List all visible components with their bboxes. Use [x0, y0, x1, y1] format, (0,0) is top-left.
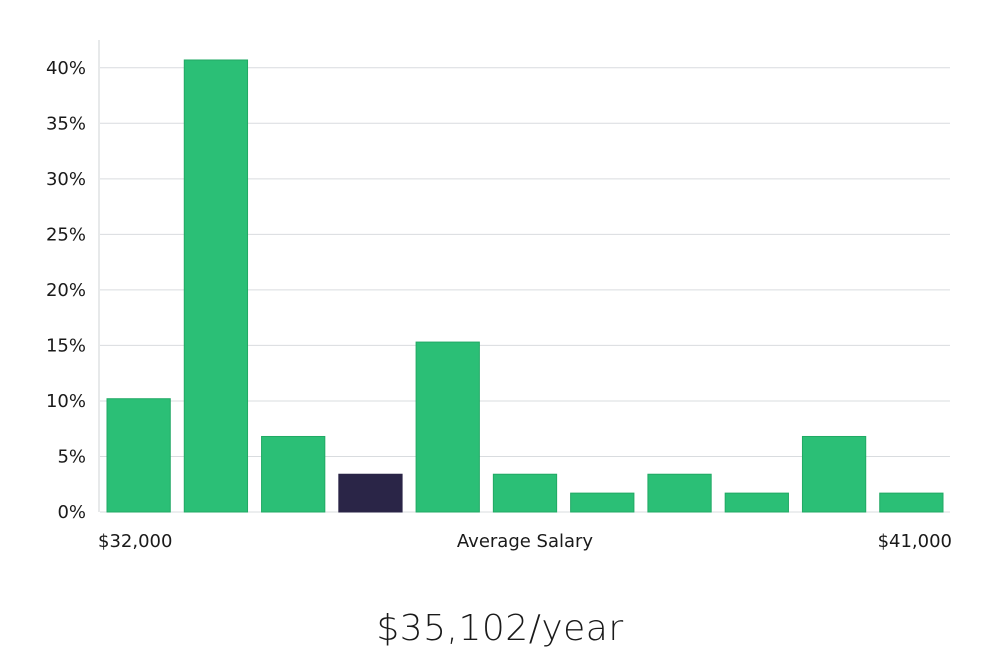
- average-salary-value: $35,102/year: [376, 608, 624, 649]
- x-end-label: $41,000: [878, 531, 952, 552]
- y-tick-label: 20%: [46, 280, 86, 301]
- y-tick-label: 25%: [46, 224, 86, 245]
- salary-histogram: 0% 5% 10% 15% 20% 25% 30% 35% 40% $32,000 Averag…: [46, 40, 952, 552]
- bar: [570, 492, 635, 513]
- y-tick-label: 0%: [57, 502, 86, 523]
- x-axis-title: Average Salary: [457, 531, 594, 552]
- bar: [415, 341, 480, 513]
- y-tick-label: 35%: [46, 113, 86, 134]
- bars: [106, 59, 944, 513]
- y-tick-label: 40%: [46, 58, 86, 79]
- bar: [724, 492, 789, 513]
- y-tick-label: 10%: [46, 391, 86, 412]
- bar: [801, 435, 867, 513]
- bar-highlighted: [338, 473, 403, 513]
- bar: [106, 398, 171, 513]
- bar: [183, 59, 249, 513]
- y-tick-labels: 0% 5% 10% 15% 20% 25% 30% 35% 40%: [46, 58, 86, 523]
- y-tick-label: 5%: [57, 446, 86, 467]
- y-tick-label: 15%: [46, 335, 86, 356]
- bar: [492, 473, 558, 513]
- bar: [879, 492, 944, 513]
- bar: [647, 473, 712, 513]
- y-tick-label: 30%: [46, 169, 86, 190]
- x-start-label: $32,000: [98, 531, 172, 552]
- bar: [261, 435, 326, 513]
